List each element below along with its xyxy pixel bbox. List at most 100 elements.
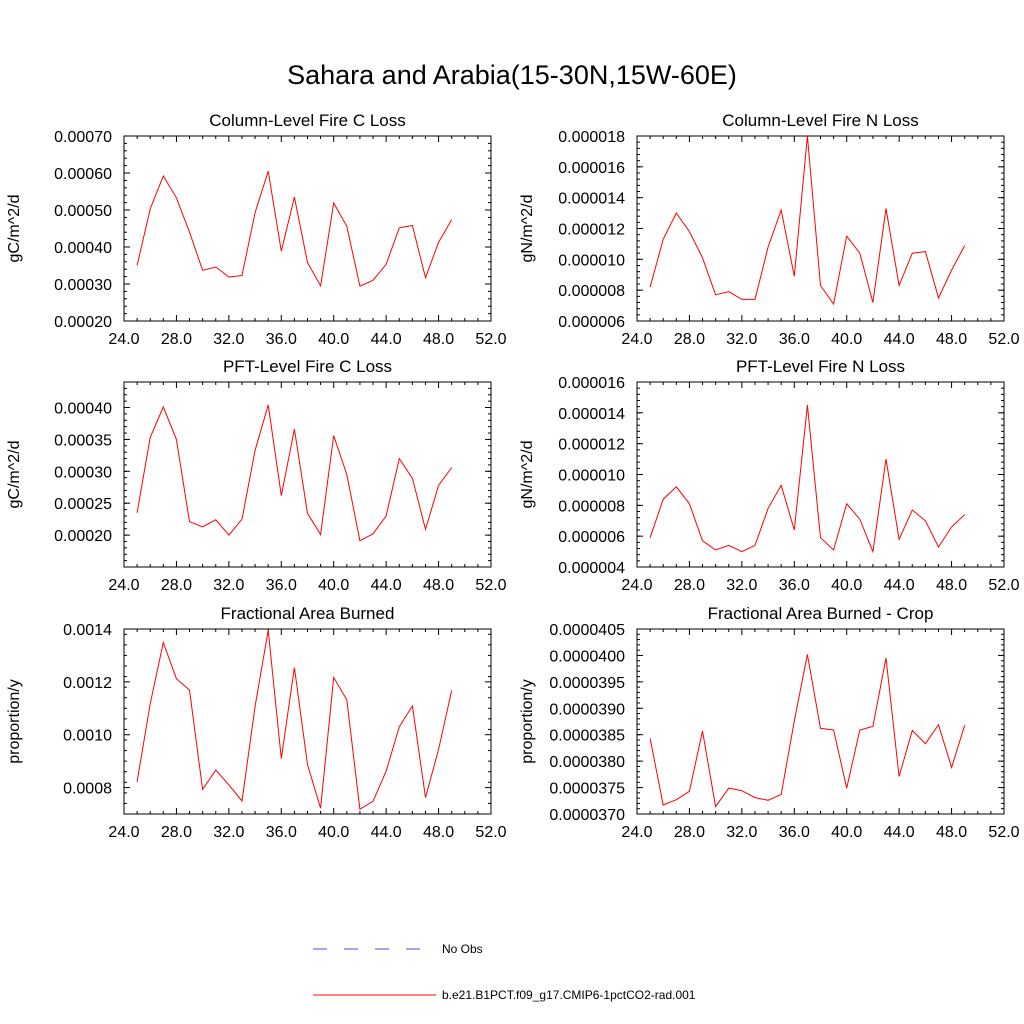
x-tick-label: 24.0 xyxy=(621,577,652,594)
series-line xyxy=(136,630,453,811)
x-tick-label: 40.0 xyxy=(318,331,349,348)
y-tick-label: 0.00030 xyxy=(54,464,112,481)
x-tick-label: 52.0 xyxy=(988,577,1019,594)
plot-frame xyxy=(123,381,492,568)
x-tick-label: 36.0 xyxy=(779,577,810,594)
y-tick-label: 0.000010 xyxy=(558,252,625,269)
series-line xyxy=(136,171,453,288)
x-tick-label: 44.0 xyxy=(371,824,402,841)
y-tick-label: 0.0010 xyxy=(63,728,112,745)
panel-3: 24.0 28.0 32.0 36.0 40.0 44.0 48.0 52.0 0.00020 0… xyxy=(6,357,507,594)
x-tick-label: 48.0 xyxy=(936,824,967,841)
x-tick-label: 44.0 xyxy=(884,331,915,348)
x-tick-label: 52.0 xyxy=(988,331,1019,348)
y-tick-label: 0.000014 xyxy=(558,406,625,423)
legend: No Obs b.e21.B1PCT.f09_g17.CMIP6-1pctCO2-… xyxy=(313,942,696,1002)
y-tick-label: 0.000008 xyxy=(558,283,625,300)
panel-5: 24.0 28.0 32.0 36.0 40.0 44.0 48.0 52.0 0.0008 0.… xyxy=(6,604,507,841)
panel-4: 24.0 28.0 32.0 36.0 40.0 44.0 48.0 52.0 0.000004… xyxy=(519,357,1020,594)
y-tick-label: 0.0000390 xyxy=(549,701,625,718)
y-tick-label: 0.000014 xyxy=(558,191,625,208)
y-tick-label: 0.000016 xyxy=(558,375,625,392)
x-tick-label: 28.0 xyxy=(161,577,192,594)
x-tick-label: 52.0 xyxy=(475,331,506,348)
x-tick-label: 52.0 xyxy=(475,577,506,594)
x-tick-label: 44.0 xyxy=(884,577,915,594)
legend-label: No Obs xyxy=(442,942,483,956)
x-tick-label: 52.0 xyxy=(988,824,1019,841)
y-tick-label: 0.00030 xyxy=(54,277,112,294)
panel-title: Column-Level Fire C Loss xyxy=(209,111,406,130)
y-axis-label: gC/m^2/d xyxy=(6,195,23,263)
y-tick-label: 0.00025 xyxy=(54,496,112,513)
x-tick-label: 40.0 xyxy=(831,577,862,594)
panel-1: 24.0 28.0 32.0 36.0 40.0 44.0 48.0 52.0 0.00020 0… xyxy=(6,111,507,348)
y-tick-label: 0.000004 xyxy=(558,560,625,577)
y-tick-label: 0.000012 xyxy=(558,222,625,239)
x-tick-label: 40.0 xyxy=(831,824,862,841)
x-tick-label: 48.0 xyxy=(936,331,967,348)
y-tick-label: 0.0014 xyxy=(63,622,112,639)
panel-2: 24.0 28.0 32.0 36.0 40.0 44.0 48.0 52.0 0.000006… xyxy=(519,111,1020,348)
x-tick-label: 32.0 xyxy=(726,824,757,841)
y-tick-label: 0.00040 xyxy=(54,240,112,257)
y-tick-label: 0.000006 xyxy=(558,314,625,331)
x-tick-label: 48.0 xyxy=(423,577,454,594)
x-tick-label: 40.0 xyxy=(318,824,349,841)
series-line xyxy=(649,654,966,808)
x-tick-label: 40.0 xyxy=(831,331,862,348)
y-tick-label: 0.00060 xyxy=(54,166,112,183)
y-tick-label: 0.0000395 xyxy=(549,675,625,692)
plot-frame xyxy=(123,628,492,815)
y-axis-label: gN/m^2/d xyxy=(519,441,536,509)
x-tick-label: 28.0 xyxy=(674,577,705,594)
x-tick-label: 24.0 xyxy=(108,824,139,841)
series-line xyxy=(136,404,453,542)
y-tick-label: 0.0000405 xyxy=(549,622,625,639)
y-tick-label: 0.000010 xyxy=(558,468,625,485)
y-tick-label: 0.00040 xyxy=(54,401,112,418)
x-tick-label: 32.0 xyxy=(213,824,244,841)
x-tick-label: 36.0 xyxy=(266,577,297,594)
x-tick-label: 28.0 xyxy=(161,331,192,348)
y-tick-label: 0.0008 xyxy=(63,781,112,798)
panel-title: Fractional Area Burned - Crop xyxy=(708,604,934,623)
series-line xyxy=(649,135,966,306)
page-title: Sahara and Arabia(15-30N,15W-60E) xyxy=(287,60,737,90)
x-tick-label: 28.0 xyxy=(161,824,192,841)
plot-frame xyxy=(636,135,1005,322)
x-tick-label: 32.0 xyxy=(726,331,757,348)
x-tick-label: 36.0 xyxy=(266,824,297,841)
panel-title: Fractional Area Burned xyxy=(221,604,395,623)
plot-frame xyxy=(636,628,1005,815)
y-tick-label: 0.00020 xyxy=(54,528,112,545)
y-tick-label: 0.000012 xyxy=(558,437,625,454)
x-tick-label: 44.0 xyxy=(371,331,402,348)
y-tick-label: 0.0000385 xyxy=(549,728,625,745)
x-tick-label: 32.0 xyxy=(213,577,244,594)
x-tick-label: 44.0 xyxy=(884,824,915,841)
x-tick-label: 48.0 xyxy=(423,824,454,841)
y-tick-label: 0.0000400 xyxy=(549,648,625,665)
x-tick-label: 24.0 xyxy=(621,331,652,348)
y-axis-label: proportion/y xyxy=(519,679,536,764)
panel-title: PFT-Level Fire N Loss xyxy=(736,357,905,376)
x-tick-label: 32.0 xyxy=(213,331,244,348)
y-tick-label: 0.000006 xyxy=(558,529,625,546)
x-tick-label: 40.0 xyxy=(318,577,349,594)
x-tick-label: 24.0 xyxy=(621,824,652,841)
panel-title: Column-Level Fire N Loss xyxy=(722,111,919,130)
x-tick-label: 36.0 xyxy=(266,331,297,348)
y-tick-label: 0.0012 xyxy=(63,675,112,692)
x-tick-label: 32.0 xyxy=(726,577,757,594)
y-tick-label: 0.000016 xyxy=(558,160,625,177)
x-tick-label: 36.0 xyxy=(779,331,810,348)
x-tick-label: 24.0 xyxy=(108,331,139,348)
y-tick-label: 0.0000370 xyxy=(549,807,625,824)
x-tick-label: 52.0 xyxy=(475,824,506,841)
panel-6: 24.0 28.0 32.0 36.0 40.0 44.0 48.0 52.0 0.000037… xyxy=(519,604,1020,841)
y-tick-label: 0.0000380 xyxy=(549,754,625,771)
series-line xyxy=(649,405,966,554)
y-tick-label: 0.000018 xyxy=(558,129,625,146)
